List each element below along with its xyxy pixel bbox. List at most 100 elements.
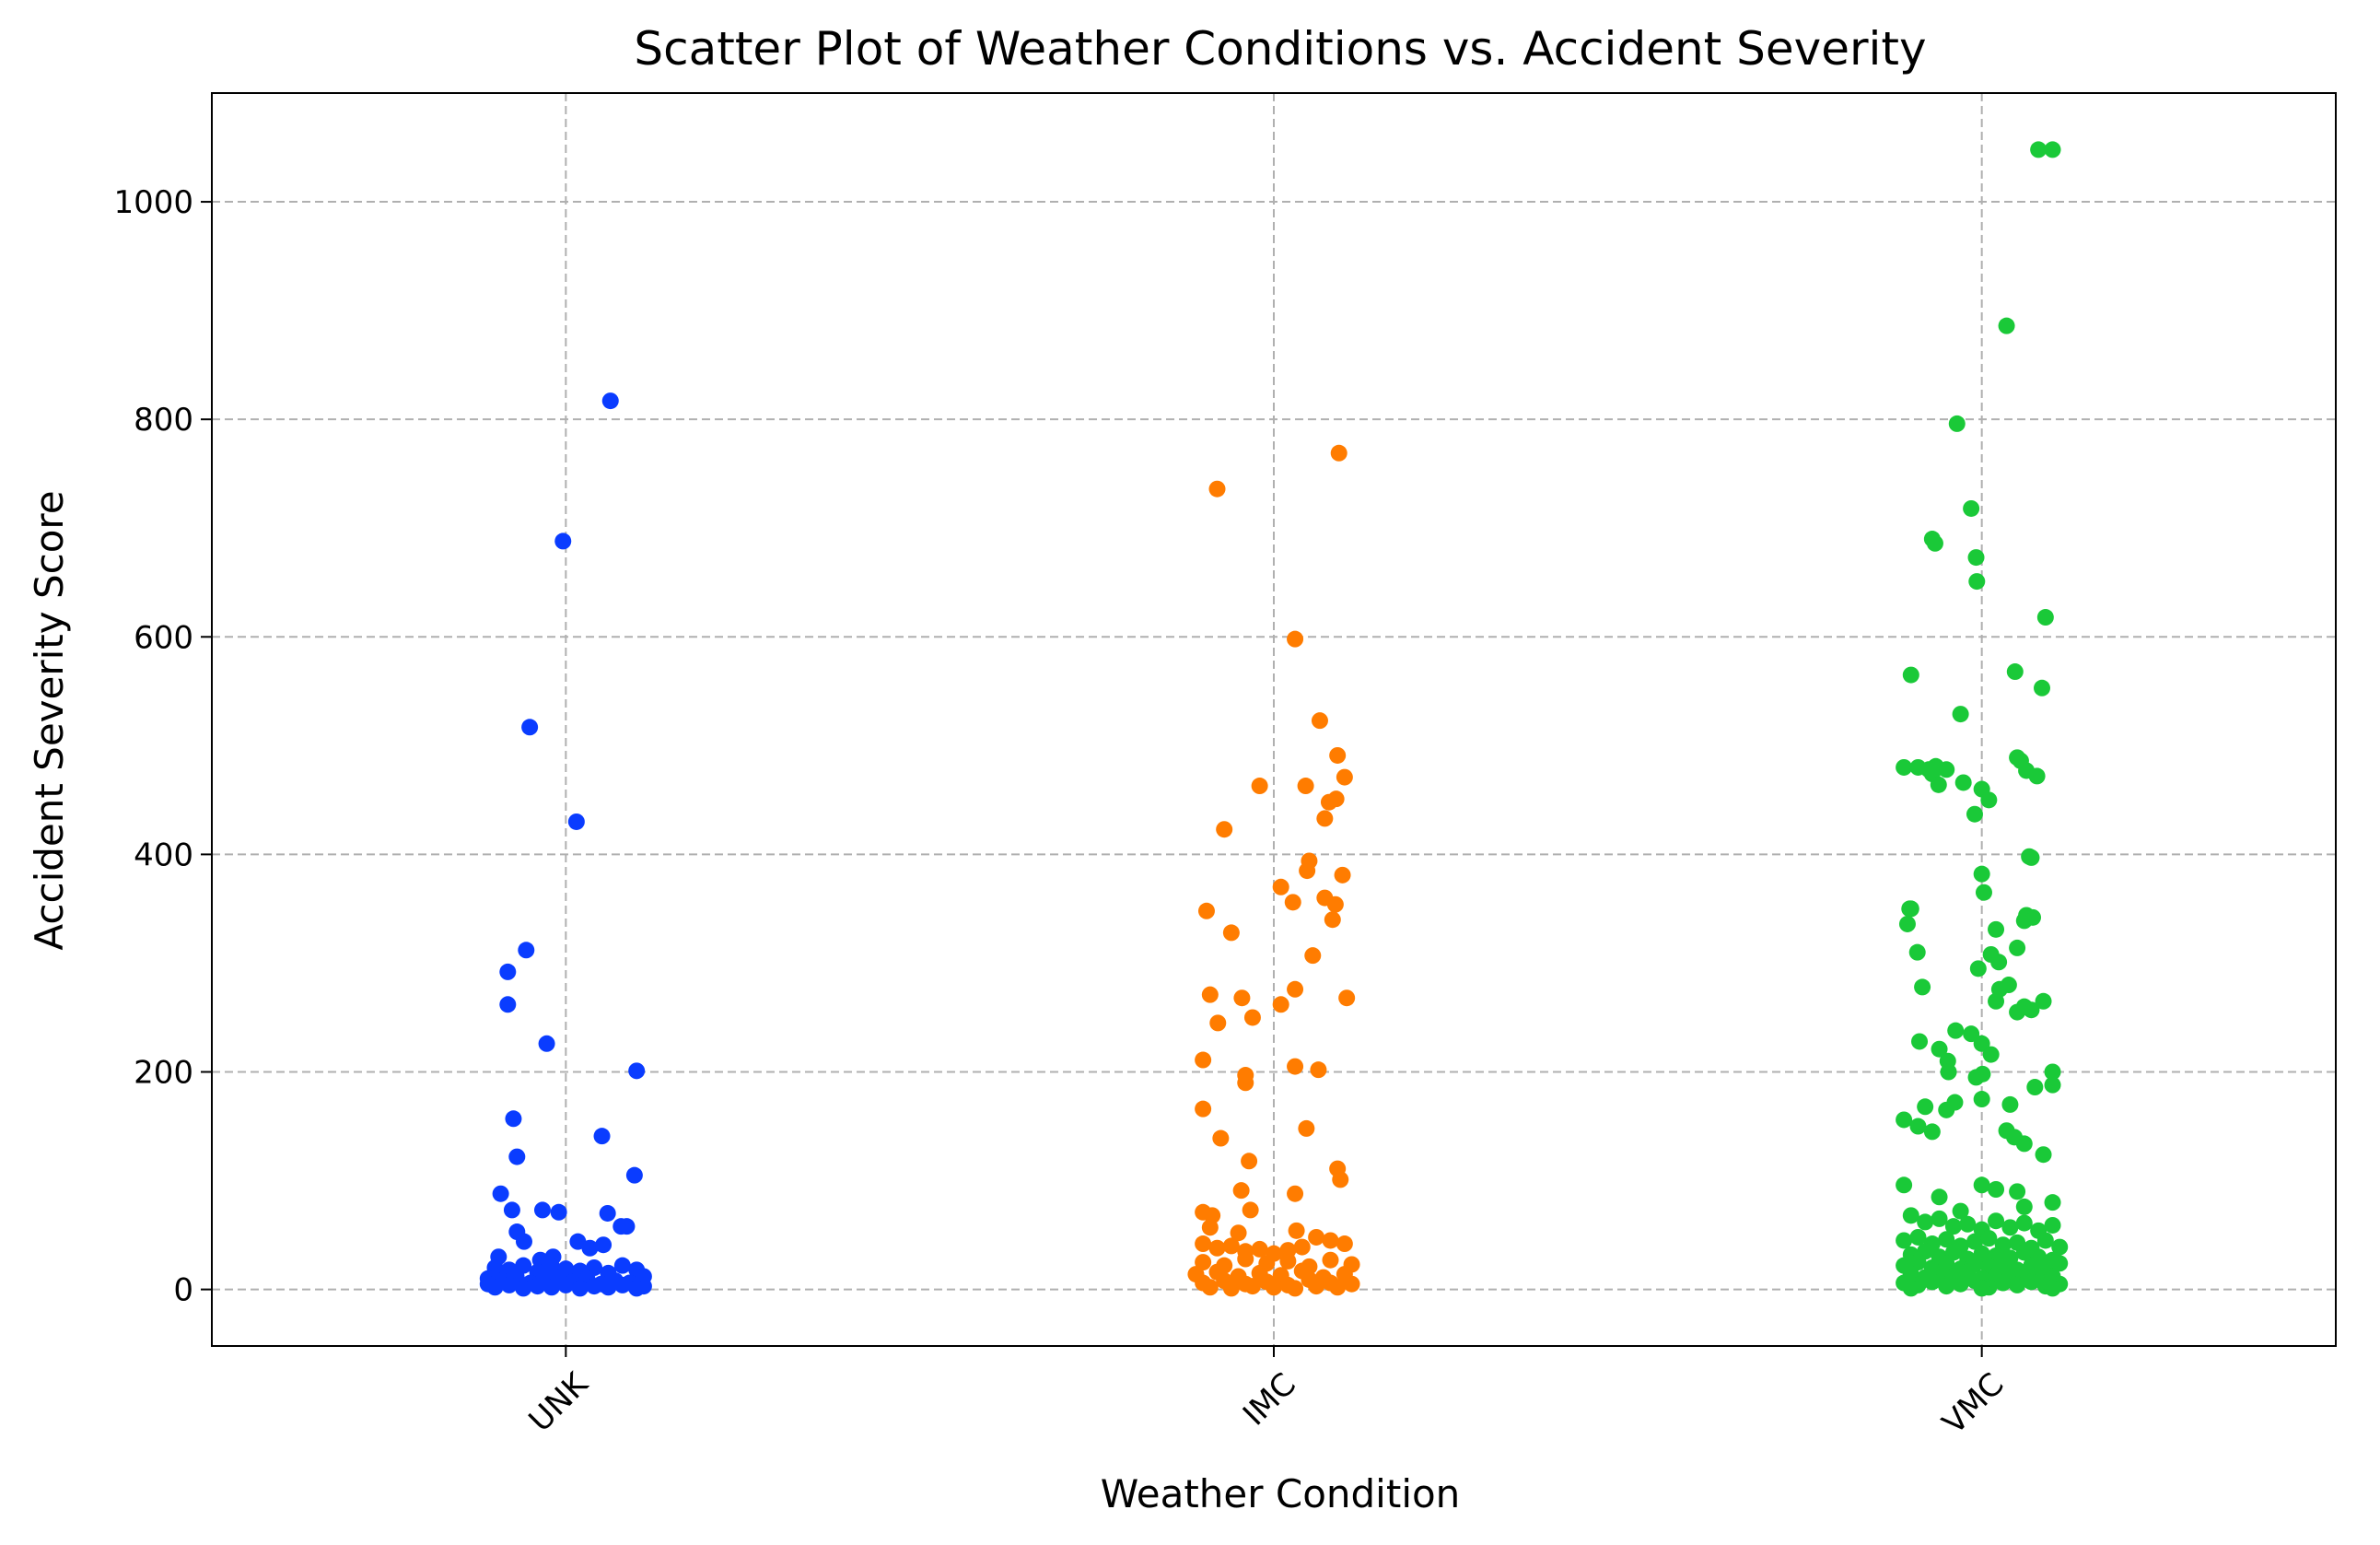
scatter-point: [1923, 1273, 1941, 1291]
scatter-point: [1931, 1188, 1948, 1206]
scatter-point: [1917, 1213, 1934, 1231]
scatter-point: [554, 533, 572, 550]
scatter-point: [1279, 1252, 1297, 1270]
series-imc: [1187, 444, 1360, 1297]
scatter-point: [613, 1257, 631, 1274]
scatter-point: [1326, 895, 1344, 913]
scatter-point: [1338, 989, 1356, 1007]
scatter-point: [1320, 793, 1337, 811]
scatter-point: [529, 1278, 546, 1295]
scatter-point: [581, 1239, 599, 1257]
scatter-point: [2044, 141, 2061, 158]
scatter-point: [1334, 866, 1351, 884]
scatter-point: [628, 1280, 646, 1297]
scatter-point: [505, 1110, 522, 1128]
scatter-point: [1988, 920, 2005, 938]
scatter-point: [1237, 1074, 1254, 1092]
scatter-point: [2001, 1095, 2019, 1113]
scatter-point: [599, 1204, 616, 1222]
scatter-point: [1896, 758, 1913, 776]
scatter-point: [1931, 1210, 1948, 1227]
scatter-point: [1896, 1111, 1913, 1129]
scatter-point: [2035, 992, 2052, 1010]
scatter-point: [1310, 1061, 1327, 1079]
scatter-point: [601, 392, 619, 410]
scatter-point: [542, 1279, 560, 1296]
scatter-point: [2051, 1238, 2069, 1256]
scatter-point: [1938, 1231, 1955, 1248]
scatter-point: [1197, 902, 1215, 919]
scatter-point: [1329, 1279, 1347, 1296]
scatter-point: [550, 1203, 567, 1221]
scatter-point: [1994, 1274, 2012, 1292]
scatter-point: [518, 942, 535, 959]
scatter-point: [557, 1276, 575, 1293]
scatter-point: [1947, 1022, 1965, 1039]
scatter-point: [1308, 1228, 1325, 1246]
scatter-point: [1954, 774, 1972, 791]
scatter-point: [600, 1279, 617, 1296]
scatter-point: [1909, 1118, 1927, 1135]
scatter-point: [2034, 679, 2051, 696]
scatter-point: [1316, 810, 1334, 827]
scatter-point: [1973, 1035, 1990, 1052]
scatter-point: [1216, 821, 1233, 838]
scatter-point: [2051, 1255, 2069, 1272]
scatter-point: [1237, 1250, 1254, 1268]
scatter-point: [1287, 630, 1304, 648]
scatter-point: [1938, 1278, 1955, 1295]
series-vmc: [1896, 141, 2069, 1297]
scatter-point: [618, 1218, 636, 1235]
y-tick-label: 800: [134, 402, 193, 439]
scatter-point: [500, 1276, 518, 1293]
scatter-point: [1938, 1101, 1955, 1118]
scatter-point: [613, 1276, 631, 1293]
scatter-point: [1973, 1280, 1990, 1297]
scatter-point: [2015, 1135, 2033, 1153]
scatter-point: [1952, 1275, 1969, 1293]
scatter-point: [1963, 1025, 1980, 1043]
scatter-point: [1940, 1063, 1957, 1081]
scatter-point: [1299, 862, 1316, 880]
series-unk: [479, 392, 652, 1297]
scatter-point: [1998, 317, 2015, 334]
scatter-point: [1902, 1280, 1919, 1297]
scatter-point: [1952, 1202, 1969, 1220]
scatter-point: [1990, 954, 2008, 971]
scatter-point: [1284, 894, 1301, 911]
scatter-point: [1973, 1176, 1990, 1194]
x-axis-label: Weather Condition: [1101, 1471, 1461, 1516]
scatter-point: [2015, 1198, 2033, 1215]
y-tick-label: 1000: [113, 184, 193, 221]
scatter-point: [1959, 1215, 1977, 1233]
y-axis-label: Accident Severity Score: [27, 490, 72, 950]
scatter-point: [1944, 1218, 1962, 1235]
scatter-point: [567, 813, 585, 830]
scatter-point: [1898, 915, 1916, 932]
scatter-point: [1923, 1123, 1941, 1141]
scatter-point: [538, 1035, 555, 1052]
scatter-point: [1973, 865, 1990, 883]
scatter-point: [1917, 1098, 1934, 1116]
scatter-point: [586, 1278, 603, 1295]
scatter-point: [1966, 1233, 1983, 1250]
scatter-point: [508, 1148, 526, 1165]
scatter-point: [2009, 1276, 2026, 1293]
scatter-point: [2044, 1216, 2061, 1234]
scatter-point: [1930, 776, 1947, 793]
scatter-point: [1988, 1181, 2005, 1198]
scatter-point: [1324, 911, 1341, 929]
scatter-point: [1209, 1014, 1227, 1032]
scatter-point: [628, 1062, 646, 1080]
scatter-point: [2009, 1003, 2026, 1021]
scatter-point: [479, 1275, 496, 1293]
scatter-point: [1902, 1207, 1919, 1224]
scatter-point: [1909, 1254, 1927, 1271]
scatter-point: [1980, 1230, 1998, 1247]
scatter-point: [1969, 960, 1987, 977]
scatter-point: [2026, 1079, 2044, 1096]
scatter-point: [2023, 1001, 2040, 1019]
scatter-point: [1982, 1046, 2000, 1063]
